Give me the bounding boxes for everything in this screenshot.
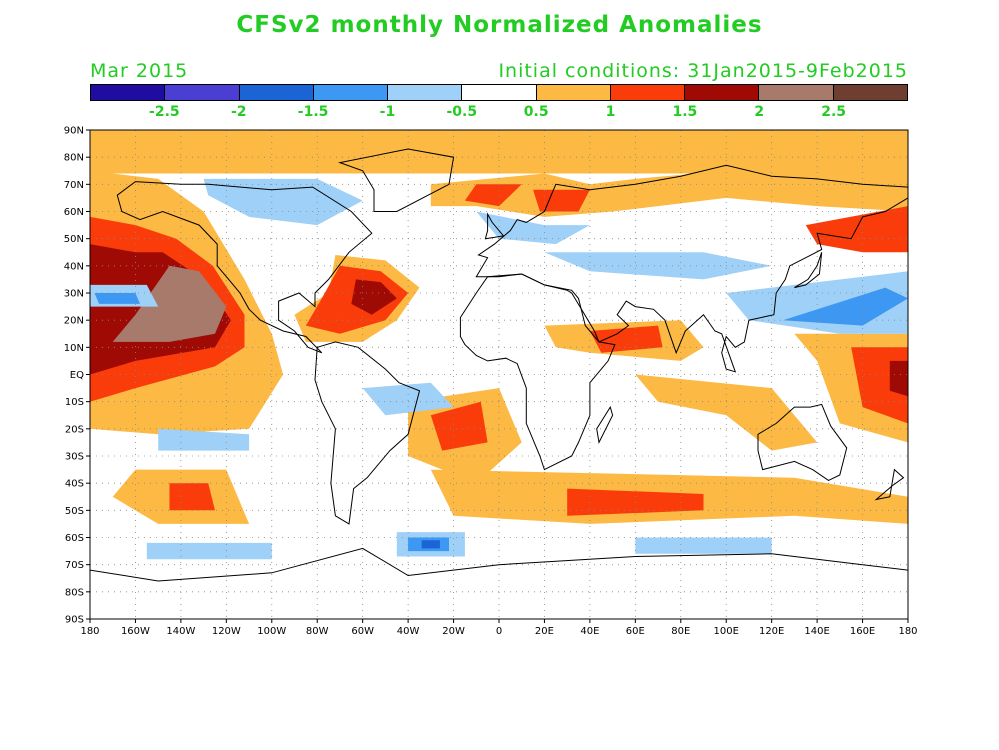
- coastlines: [90, 148, 908, 619]
- lon-label: 180: [898, 626, 917, 637]
- anomaly-region: [889, 360, 908, 397]
- colorbar-label: 1: [605, 104, 616, 120]
- anomaly-region: [533, 189, 590, 212]
- lat-label: 80S: [65, 587, 84, 598]
- coastline: [90, 547, 908, 619]
- colorbar-label: -1: [379, 104, 396, 120]
- lat-label: 80N: [64, 153, 84, 164]
- colorbar-label: -2.5: [149, 104, 180, 120]
- lon-label: 40E: [580, 626, 599, 637]
- anomaly-region: [805, 206, 908, 253]
- colorbar-swatch-2: [239, 85, 314, 100]
- coastline: [116, 181, 373, 354]
- lon-label: 140W: [166, 626, 195, 637]
- lon-label: 0: [496, 626, 502, 637]
- coastline: [475, 164, 908, 373]
- colorbar-swatch-10: [833, 85, 907, 100]
- colorbar-label: 1.5: [672, 104, 698, 120]
- anomaly-region: [158, 428, 250, 451]
- anomaly-region: [94, 293, 140, 304]
- coastline: [794, 252, 823, 289]
- lon-label: 20W: [442, 626, 465, 637]
- colorbar-swatch-7: [610, 85, 686, 100]
- anomaly-region: [203, 178, 363, 226]
- lon-label: 100E: [714, 626, 739, 637]
- anomaly-region: [464, 184, 522, 207]
- coastline: [314, 341, 421, 525]
- lon-label: 20E: [535, 626, 554, 637]
- anomaly-region: [362, 382, 454, 416]
- lat-label: 90N: [64, 126, 84, 137]
- colorbar-swatch-6: [536, 85, 611, 100]
- colorbar-swatch-4: [388, 85, 463, 100]
- colorbar-label: 0.5: [523, 104, 549, 120]
- lat-label: 20S: [65, 424, 84, 435]
- anomaly-region: [783, 287, 908, 326]
- colorbar-swatch-5: [462, 85, 537, 100]
- lat-label: 20N: [64, 316, 84, 327]
- lat-label: 10N: [64, 343, 84, 354]
- anomaly-region: [90, 130, 908, 174]
- lat-label: 30N: [64, 289, 84, 300]
- anomaly-region: [430, 401, 488, 451]
- lat-label: 40S: [65, 479, 84, 490]
- lon-label: 120E: [759, 626, 784, 637]
- colorbar-label: -0.5: [446, 104, 478, 120]
- anomaly-region: [351, 279, 397, 315]
- valid-month-label: Mar 2015: [90, 60, 189, 82]
- lon-label: 40W: [397, 626, 420, 637]
- lat-label: 90S: [65, 615, 84, 626]
- colorbar-swatch-8: [685, 85, 760, 100]
- colorbar-label: -2: [230, 104, 247, 120]
- anomaly-region: [112, 265, 227, 342]
- lon-label: 140E: [804, 626, 829, 637]
- lat-label: 70S: [65, 560, 84, 571]
- lon-label: 60E: [626, 626, 645, 637]
- anomaly-region: [544, 252, 772, 280]
- lat-label: EQ: [70, 370, 84, 381]
- lon-label: 160W: [121, 626, 150, 637]
- coastline: [459, 273, 616, 471]
- coastline: [757, 403, 848, 481]
- lat-label: 60N: [64, 207, 84, 218]
- colorbar-swatch-1: [165, 85, 240, 100]
- lon-label: 180: [80, 626, 99, 637]
- lat-label: 50N: [64, 234, 84, 245]
- colorbar-labels: -2.5 -2 -1.5 -1 -0.5 0.5 1 1.5 2 2.5: [90, 104, 908, 122]
- lat-label: 40N: [64, 261, 84, 272]
- lat-label: 10S: [65, 397, 84, 408]
- coastline: [874, 468, 905, 501]
- lon-label: 100W: [257, 626, 286, 637]
- axis-ticks: 90N 80N 70N 60N 50N 40N 30N 20N 10N EQ 10S 20S 30S 40…: [64, 126, 918, 638]
- lon-label: 160E: [850, 626, 875, 637]
- lon-label: 60W: [351, 626, 374, 637]
- lon-label: 120W: [212, 626, 241, 637]
- anomaly-fields: [90, 130, 908, 560]
- coastline: [484, 212, 505, 240]
- lon-label: 80E: [671, 626, 690, 637]
- anomaly-region: [589, 325, 663, 353]
- chart-title: CFSv2 monthly Normalized Anomalies: [236, 12, 763, 38]
- lon-label: 80W: [306, 626, 329, 637]
- colorbar-label: -1.5: [297, 104, 329, 120]
- lat-label: 70N: [64, 180, 84, 191]
- colorbar-label: 2: [754, 104, 765, 120]
- colorbar-label: 2.5: [821, 104, 847, 120]
- coastline: [338, 148, 455, 212]
- lat-label: 60S: [65, 533, 84, 544]
- initial-conditions-label: Initial conditions: 31Jan2015-9Feb2015: [498, 60, 908, 82]
- anomaly-region: [146, 542, 272, 560]
- colorbar-swatch-3: [313, 85, 389, 100]
- colorbar-swatch-0: [91, 85, 166, 100]
- anomaly-region: [169, 483, 215, 511]
- coastline: [596, 405, 614, 444]
- lat-label: 30S: [65, 452, 84, 463]
- anomaly-region: [421, 540, 440, 549]
- colorbar: [90, 84, 908, 101]
- colorbar-swatch-9: [759, 85, 834, 100]
- anomaly-region: [635, 537, 772, 554]
- lat-label: 50S: [65, 506, 84, 517]
